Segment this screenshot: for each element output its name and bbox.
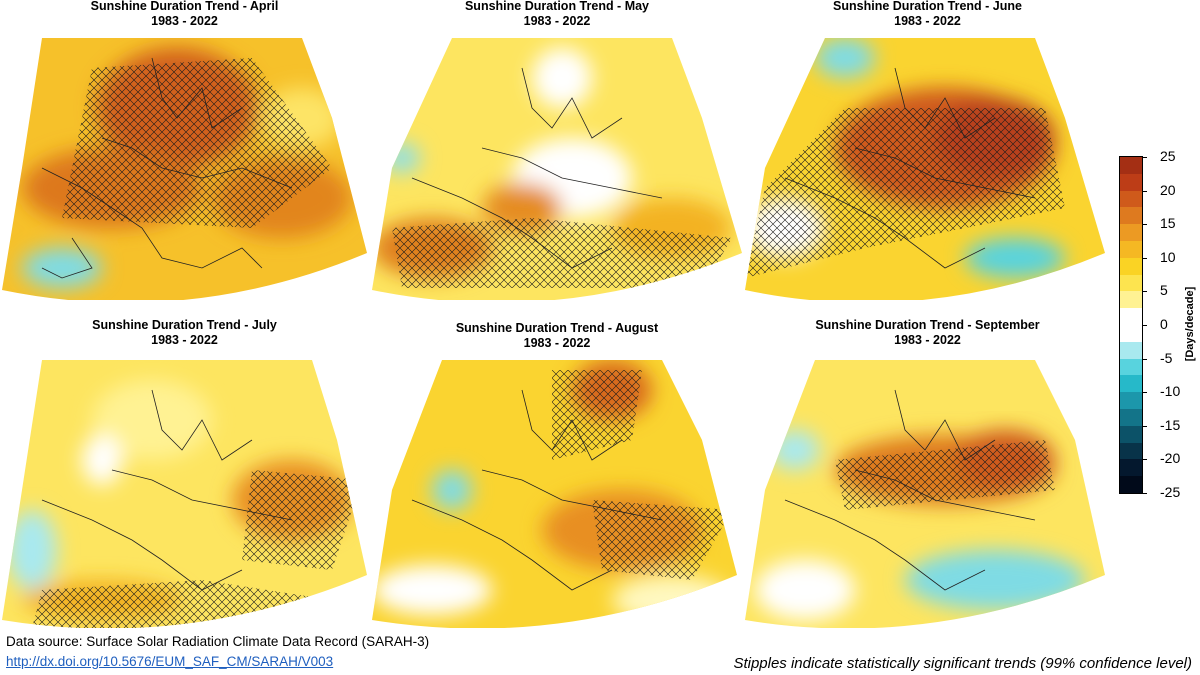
colorbar-segment [1120,375,1142,393]
colorbar-segment [1120,207,1142,225]
colorbar-unit-label: [Days/decade] [1184,286,1196,362]
panel-period: 1983 - 2022 [523,14,591,28]
colorbar-tick-mark [1142,493,1147,494]
panel-period: 1983 - 2022 [523,336,591,350]
colorbar-tick-label: -20 [1160,450,1181,467]
colorbar-segment [1120,291,1142,309]
colorbar-tick-mark [1142,358,1147,360]
colorbar-tick-label: -10 [1160,383,1181,400]
colorbar-segment [1120,157,1142,174]
colorbar-segment [1120,459,1142,477]
colorbar-tick-mark [1142,257,1147,259]
colorbar-segment [1120,190,1142,208]
map-panel-july: Sunshine Duration Trend - July 1983 - 20… [2,318,367,628]
colorbar-segment [1120,240,1142,258]
colorbar-segment [1120,224,1142,241]
colorbar-tick-mark [1142,157,1147,158]
colorbar-tick-label: -5 [1160,349,1173,366]
trend-map-august [372,360,737,628]
colorbar-segment [1120,257,1142,275]
colorbar-tick-mark [1142,325,1147,326]
colorbar-tick-label: -15 [1160,416,1181,433]
data-source-link[interactable]: http://dx.doi.org/10.5676/EUM_SAF_CM/SAR… [6,654,334,669]
panel-period: 1983 - 2022 [151,14,218,28]
colorbar-segment [1120,442,1142,460]
colorbar-tick-mark [1142,190,1147,192]
map-panel-august: Sunshine Duration Trend - August 1983 - … [372,318,742,628]
colorbar-segment [1120,274,1142,292]
trend-map-july [2,360,367,628]
panel-title: Sunshine Duration Trend - July [92,318,277,332]
panel-title: Sunshine Duration Trend - August [455,321,659,335]
colorbar-tick-label: -25 [1160,484,1181,500]
trend-map-april [2,38,367,300]
colorbar-segment [1120,173,1142,191]
panel-period: 1983 - 2022 [894,14,961,28]
panel-period: 1983 - 2022 [894,333,961,347]
panel-title: Sunshine Duration Trend - May [464,0,650,13]
colorbar-segment [1120,408,1142,426]
colorbar-tick-mark [1142,291,1147,293]
colorbar-segment [1120,341,1142,359]
colorbar-tick-label: 5 [1160,282,1168,299]
colorbar-tick-mark [1142,392,1147,394]
panel-title: Sunshine Duration Trend - April [90,0,279,13]
colorbar [1119,156,1143,494]
colorbar-tick-label: 0 [1160,316,1168,332]
colorbar-segment [1120,358,1142,376]
colorbar-segment [1120,308,1142,325]
country-borders [41,57,293,279]
map-panel-june: Sunshine Duration Trend - June 1983 - 20… [745,0,1110,300]
colorbar-tick-mark [1142,425,1147,427]
stipple-note: Stipples indicate statistically signific… [733,655,1192,672]
map-panel-september: Sunshine Duration Trend - September 1983… [745,318,1110,628]
colorbar-segment [1120,425,1142,443]
panel-title: Sunshine Duration Trend - June [833,0,1022,13]
colorbar-tick-label: 15 [1160,215,1176,232]
map-panel-may: Sunshine Duration Trend - May 1983 - 202… [372,0,742,300]
data-source-text: Data source: Surface Solar Radiation Cli… [6,634,430,649]
colorbar-tick-label: 10 [1160,248,1176,265]
panel-title: Sunshine Duration Trend - September [815,318,1040,332]
map-panel-april: Sunshine Duration Trend - April 1983 - 2… [2,0,367,300]
colorbar-segment [1120,392,1142,409]
trend-map-may [372,38,742,300]
panel-period: 1983 - 2022 [151,333,218,347]
trend-map-september [745,360,1105,628]
colorbar-tick-label: 20 [1160,181,1176,198]
colorbar-tick-mark [1142,459,1147,461]
colorbar-tick-mark [1142,224,1147,226]
colorbar-segment [1120,476,1142,493]
colorbar-tick-label: 25 [1160,148,1176,164]
colorbar-segment [1120,324,1142,342]
trend-map-june [745,38,1105,300]
